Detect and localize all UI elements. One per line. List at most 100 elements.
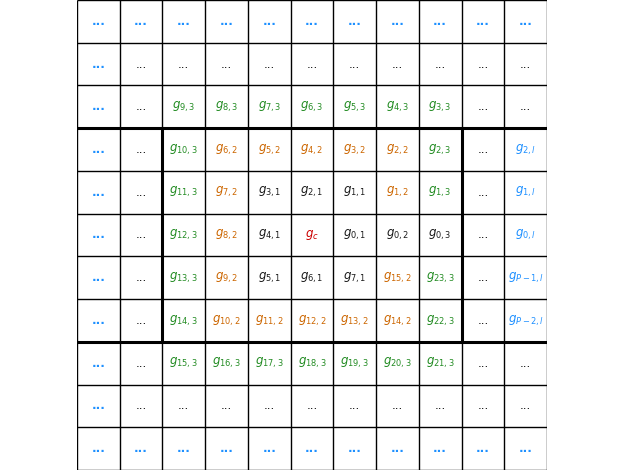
Text: $\it{g}_{4,2}$: $\it{g}_{4,2}$ — [300, 142, 324, 157]
Text: $\it{g}_{1,1}$: $\it{g}_{1,1}$ — [343, 185, 366, 199]
Bar — [248, 128, 291, 171]
Text: ...: ... — [520, 400, 531, 412]
Bar — [248, 43, 291, 86]
Text: ...: ... — [519, 15, 532, 28]
Bar — [120, 214, 162, 256]
Text: ...: ... — [92, 357, 105, 370]
Text: $\it{g}_{5,2}$: $\it{g}_{5,2}$ — [258, 142, 281, 157]
Text: $\it{g}_{12,3}$: $\it{g}_{12,3}$ — [170, 228, 198, 242]
Bar — [419, 43, 462, 86]
Text: ...: ... — [476, 442, 490, 455]
Bar — [205, 86, 248, 128]
Bar — [162, 342, 205, 384]
Bar — [333, 43, 376, 86]
Bar — [376, 43, 419, 86]
Bar — [376, 171, 419, 214]
Bar — [77, 43, 120, 86]
Text: ...: ... — [92, 58, 105, 70]
Bar — [120, 384, 162, 427]
Text: $\it{g}_{17,3}$: $\it{g}_{17,3}$ — [255, 356, 284, 370]
Bar — [120, 0, 162, 43]
Bar — [205, 0, 248, 43]
Text: ...: ... — [477, 271, 489, 284]
Bar — [504, 171, 547, 214]
Bar — [162, 214, 205, 256]
Bar — [162, 86, 205, 128]
Text: ...: ... — [477, 58, 489, 70]
Bar — [205, 43, 248, 86]
Bar — [162, 299, 205, 342]
Bar — [162, 427, 205, 470]
Bar — [504, 128, 547, 171]
Bar — [504, 86, 547, 128]
Text: ...: ... — [349, 400, 360, 412]
Text: ...: ... — [92, 228, 105, 242]
Bar — [376, 427, 419, 470]
Bar — [419, 342, 462, 384]
Bar — [376, 0, 419, 43]
Bar — [205, 214, 248, 256]
Text: $\it{g}_{15,2}$: $\it{g}_{15,2}$ — [383, 271, 412, 285]
Text: ...: ... — [477, 186, 489, 199]
Bar — [333, 256, 376, 299]
Text: $\it{g}_{11,3}$: $\it{g}_{11,3}$ — [170, 185, 198, 199]
Text: $\it{g}_{16,3}$: $\it{g}_{16,3}$ — [212, 356, 241, 370]
Bar — [419, 86, 462, 128]
Text: ...: ... — [135, 314, 147, 327]
Bar — [205, 384, 248, 427]
Bar — [462, 86, 504, 128]
Text: ...: ... — [92, 400, 105, 412]
Text: ...: ... — [177, 442, 191, 455]
Bar — [248, 342, 291, 384]
Bar — [419, 171, 462, 214]
Bar — [77, 0, 120, 43]
Text: ...: ... — [433, 442, 447, 455]
Text: ...: ... — [348, 442, 362, 455]
Text: ...: ... — [264, 58, 275, 70]
Text: $\it{g}_{4,1}$: $\it{g}_{4,1}$ — [258, 228, 281, 242]
Bar — [291, 171, 333, 214]
Text: $\it{g}_{10,3}$: $\it{g}_{10,3}$ — [170, 142, 198, 157]
Text: $\it{g}_{22,3}$: $\it{g}_{22,3}$ — [426, 313, 454, 328]
Bar — [462, 43, 504, 86]
Text: $\it{g}_{3,1}$: $\it{g}_{3,1}$ — [258, 185, 281, 199]
Bar — [77, 171, 120, 214]
Text: ...: ... — [391, 15, 404, 28]
Bar — [248, 0, 291, 43]
Bar — [77, 214, 120, 256]
Text: $\it{g}_{0,l}$: $\it{g}_{0,l}$ — [515, 228, 536, 242]
Text: ...: ... — [134, 442, 148, 455]
Text: $\it{g}_{3,2}$: $\it{g}_{3,2}$ — [343, 142, 366, 157]
Text: $\it{g}_{7,1}$: $\it{g}_{7,1}$ — [343, 271, 366, 285]
Text: ...: ... — [477, 143, 489, 156]
Bar — [333, 214, 376, 256]
Bar — [419, 427, 462, 470]
Bar — [504, 0, 547, 43]
Bar — [291, 43, 333, 86]
Text: $\it{g}_{1,2}$: $\it{g}_{1,2}$ — [386, 185, 409, 199]
Text: $\it{g}_{0,1}$: $\it{g}_{0,1}$ — [343, 228, 366, 242]
Bar — [291, 86, 333, 128]
Text: ...: ... — [264, 400, 275, 412]
Text: ...: ... — [391, 442, 404, 455]
Bar — [248, 427, 291, 470]
Text: ...: ... — [177, 15, 191, 28]
Text: ...: ... — [92, 314, 105, 327]
Bar — [462, 0, 504, 43]
Bar — [291, 299, 333, 342]
Bar — [120, 43, 162, 86]
Text: $\it{g}_{1,l}$: $\it{g}_{1,l}$ — [515, 185, 536, 199]
Text: $\it{g}_{P-2,l}$: $\it{g}_{P-2,l}$ — [507, 313, 544, 328]
Bar — [291, 128, 333, 171]
Text: ...: ... — [520, 100, 531, 113]
Text: ...: ... — [92, 15, 105, 28]
Text: ...: ... — [262, 15, 276, 28]
Text: $\it{g}_{20,3}$: $\it{g}_{20,3}$ — [383, 356, 412, 370]
Text: ...: ... — [477, 357, 489, 370]
Bar — [248, 171, 291, 214]
Text: $\it{g}_{9,3}$: $\it{g}_{9,3}$ — [172, 100, 195, 114]
Text: $\it{g}_{7,3}$: $\it{g}_{7,3}$ — [258, 100, 281, 114]
Text: ...: ... — [262, 442, 276, 455]
Bar — [419, 214, 462, 256]
Text: $\it{g}_{6,2}$: $\it{g}_{6,2}$ — [215, 142, 238, 157]
